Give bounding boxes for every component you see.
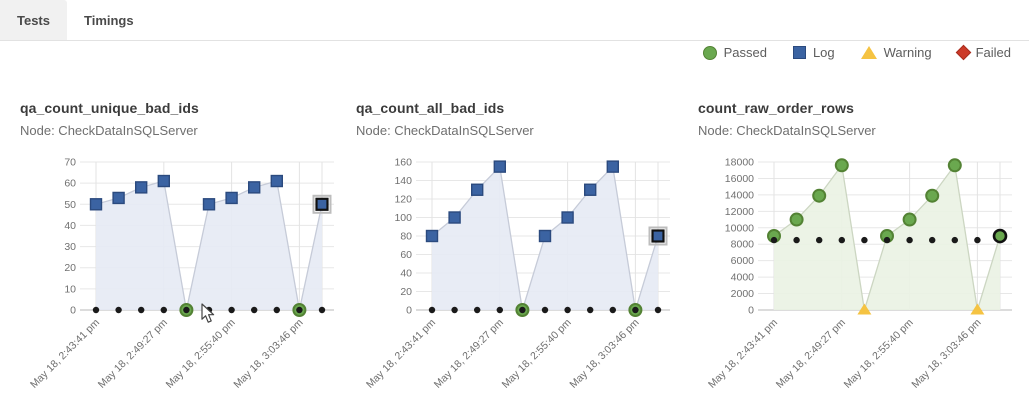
chart-block: qa_count_unique_bad_ids Node: CheckDataI… — [20, 100, 354, 398]
x-tick-label: May 18, 3:03:46 pm — [231, 316, 305, 390]
y-tick-label: 40 — [400, 268, 412, 280]
chart-node-label: Node: CheckDataInSQLServer — [20, 123, 198, 138]
chart-plot[interactable]: 0 2000 4000 6000 8000 10000 12000 14000 16000 180… — [698, 144, 1029, 398]
x-tick-label: May 18, 2:43:41 pm — [28, 316, 102, 390]
y-tick-label: 40 — [64, 220, 76, 232]
y-tick-label: 50 — [64, 199, 76, 211]
chart-node-label: Node: CheckDataInSQLServer — [698, 123, 876, 138]
x-tick-label: May 18, 2:43:41 pm — [706, 316, 780, 390]
legend-label: Passed — [723, 45, 767, 60]
y-tick-label: 80 — [400, 231, 412, 243]
y-tick-label: 10 — [64, 283, 76, 295]
y-tick-label: 0 — [70, 305, 76, 317]
y-tick-label: 10000 — [725, 222, 754, 234]
x-tick-label: May 18, 2:55:40 pm — [164, 316, 238, 390]
y-tick-label: 2000 — [731, 288, 755, 300]
y-tick-label: 70 — [64, 157, 76, 169]
legend-item: Passed — [702, 45, 767, 60]
x-tick-label: May 18, 2:43:41 pm — [364, 316, 438, 390]
y-tick-label: 14000 — [725, 189, 754, 201]
legend-item: Warning — [860, 45, 932, 60]
legend-label: Failed — [975, 45, 1011, 60]
legend-label: Log — [812, 45, 835, 60]
failed-marker-icon — [955, 44, 971, 61]
y-tick-label: 8000 — [731, 239, 755, 251]
legend-item: Failed — [955, 44, 1011, 61]
y-tick-label: 0 — [406, 305, 412, 317]
y-tick-label: 20 — [64, 262, 76, 274]
x-tick-label: May 18, 2:55:40 pm — [500, 316, 574, 390]
y-tick-label: 100 — [394, 212, 412, 224]
x-tick-label: May 18, 2:55:40 pm — [842, 316, 916, 390]
y-tick-label: 4000 — [731, 272, 755, 284]
y-tick-label: 30 — [64, 241, 76, 253]
legend-label: Warning — [883, 45, 932, 60]
chart-title: qa_count_unique_bad_ids — [20, 100, 199, 116]
y-tick-label: 0 — [748, 305, 754, 317]
tab-bar: Tests Timings — [0, 0, 1029, 41]
tab-timings[interactable]: Timings — [84, 12, 134, 28]
tab-tests[interactable]: Tests — [0, 0, 67, 40]
y-tick-label: 20 — [400, 286, 412, 298]
log-marker-icon — [792, 46, 806, 59]
chart-block: count_raw_order_rows Node: CheckDataInSQ… — [698, 100, 1029, 398]
warning-marker-icon — [860, 46, 877, 59]
y-tick-label: 160 — [394, 157, 412, 169]
y-tick-label: 60 — [64, 178, 76, 190]
y-tick-label: 140 — [394, 175, 412, 187]
legend-item: Log — [792, 45, 835, 60]
x-tick-label: May 18, 3:03:46 pm — [909, 316, 983, 390]
x-tick-label: May 18, 3:03:46 pm — [567, 316, 641, 390]
status-legend: Passed Log Warning Failed — [702, 44, 1011, 61]
y-tick-label: 60 — [400, 249, 412, 261]
y-tick-label: 120 — [394, 194, 412, 206]
chart-title: count_raw_order_rows — [698, 100, 855, 116]
chart-node-label: Node: CheckDataInSQLServer — [356, 123, 534, 138]
chart-title: qa_count_all_bad_ids — [356, 100, 505, 116]
y-tick-label: 6000 — [731, 255, 755, 267]
y-tick-label: 12000 — [725, 206, 754, 218]
x-tick-label: May 18, 2:49:27 pm — [774, 316, 848, 390]
y-tick-label: 18000 — [725, 157, 754, 169]
passed-marker-icon — [702, 45, 717, 60]
y-tick-label: 16000 — [725, 173, 754, 185]
chart-block: qa_count_all_bad_ids Node: CheckDataInSQ… — [356, 100, 690, 398]
x-tick-label: May 18, 2:49:27 pm — [432, 316, 506, 390]
x-tick-label: May 18, 2:49:27 pm — [96, 316, 170, 390]
